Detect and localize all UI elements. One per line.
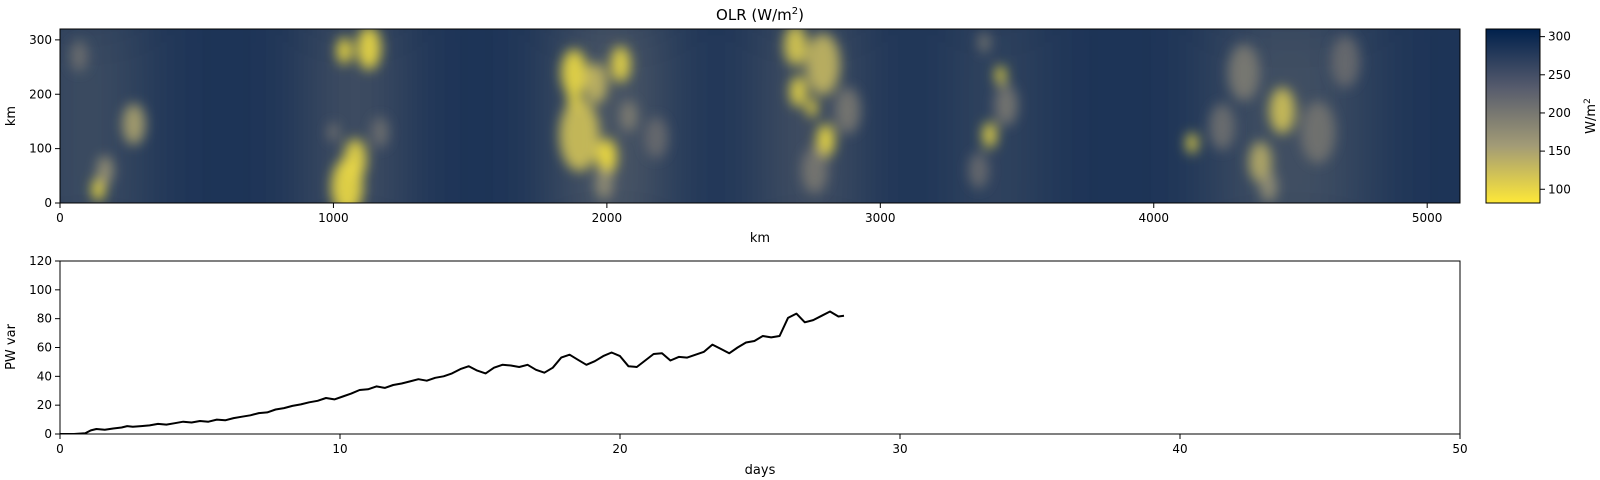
line-x-tick-label: 10 [332,442,347,456]
heatmap-x-tick-label: 3000 [865,211,896,225]
line-y-tick-label: 100 [29,283,52,297]
line-y-tick-label: 80 [37,312,52,326]
heatmap-y-tick-label: 0 [44,196,52,210]
line-x-axis: 0 10 20 30 40 50 [56,434,1468,456]
convective-cell-1 [97,155,114,185]
convective-cell-16 [620,100,638,132]
colorbar-gradient [1485,28,1541,204]
convective-cell-14 [584,62,608,105]
convective-cell-32 [1269,87,1296,134]
heatmap-x-axis: 0 1000 2000 3000 4000 5000 [56,203,1442,225]
convective-cell-37 [1209,103,1236,151]
olr-heatmap-panel: OLR (W/m2) 0 1000 2000 3000 4000 5000 0 100 200… [4,6,1599,246]
line-x-tick-label: 20 [612,442,627,456]
line-x-tick-label: 40 [1172,442,1187,456]
heatmap-x-tick-label: 2000 [592,211,623,225]
heatmap-y-tick-label: 200 [29,87,52,101]
convective-cell-7 [356,29,382,70]
convective-cell-12 [561,49,587,96]
convective-cell-38 [1330,35,1360,88]
convective-band-0 [60,29,134,203]
heatmap-x-tick-label: 5000 [1412,211,1443,225]
convective-cell-15 [567,85,581,109]
convective-cell-23 [816,123,835,157]
line-x-tick-label: 30 [892,442,907,456]
convective-cell-24 [834,87,861,134]
convective-cell-36 [1300,101,1336,164]
convective-cell-20 [805,33,841,96]
heatmap-y-axis: 0 100 200 300 [29,33,60,210]
convective-cell-3 [70,40,88,72]
convective-cell-28 [994,84,1018,126]
convective-cell-9 [371,116,389,148]
convective-cell-6 [328,123,339,142]
colorbar-label: W/m2 [1583,98,1599,134]
line-x-tick-label: 50 [1452,442,1467,456]
heatmap-x-tick-label: 1000 [318,211,349,225]
convective-cell-11 [596,138,617,175]
line-y-tick-label: 40 [37,369,52,383]
line-y-tick-label: 60 [37,341,52,355]
colorbar-ticks: 100 150 200 250 300 [1540,30,1571,196]
convective-cell-13 [610,46,631,83]
line-y-tick-label: 0 [44,427,52,441]
convective-cell-29 [968,152,989,189]
line-plot-frame [59,260,1461,435]
colorbar-tick-label: 100 [1548,182,1571,196]
pw-var-line-panel: 0 10 20 30 40 50 0 20 40 60 80 100 120 days PW var [4,254,1468,478]
convective-cell-5 [343,138,367,181]
convective-cell-8 [336,37,352,65]
line-x-tick-label: 0 [56,442,64,456]
pw-var-series-line [60,310,845,434]
colorbar-tick-label: 150 [1548,144,1571,158]
convective-cell-31 [1186,132,1198,154]
convective-cell-21 [789,76,807,108]
heatmap-y-label: km [4,106,19,126]
colorbar: 100 150 200 250 300 W/m2 [1485,28,1599,204]
heatmap-y-tick-label: 100 [29,142,52,156]
line-x-label: days [745,463,776,478]
convective-cell-34 [1259,171,1278,203]
heatmap-x-label: km [750,231,770,246]
convective-cell-17 [595,168,613,200]
colorbar-tick-label: 300 [1548,30,1571,44]
convective-cell-25 [801,147,828,194]
convective-cell-22 [806,98,818,118]
convective-band-3 [768,29,851,203]
convective-cell-0 [91,178,105,201]
heatmap-title: OLR (W/m2) [716,6,804,24]
heatmap-frame [59,28,1461,204]
heatmap-convective-cells [70,29,1360,203]
heatmap-y-tick-label: 300 [29,33,52,47]
heatmap-plot-area [60,29,1460,203]
colorbar-tick-label: 200 [1548,106,1571,120]
colorbar-tick-label: 250 [1548,68,1571,82]
line-y-axis: 0 20 40 60 80 100 120 [29,254,60,441]
convective-cell-18 [644,117,668,159]
heatmap-x-tick-label: 4000 [1138,211,1169,225]
convective-cell-26 [995,65,1006,85]
heatmap-x-tick-label: 0 [56,211,64,225]
convective-cell-35 [1228,44,1260,101]
convective-cell-30 [978,32,990,53]
line-y-tick-label: 120 [29,254,52,268]
convective-cell-27 [982,122,997,148]
convective-cell-19 [784,29,808,66]
convective-cell-2 [122,103,146,145]
line-y-label: PW var [4,323,19,369]
convective-cell-10 [559,98,600,172]
line-y-tick-label: 20 [37,398,52,412]
